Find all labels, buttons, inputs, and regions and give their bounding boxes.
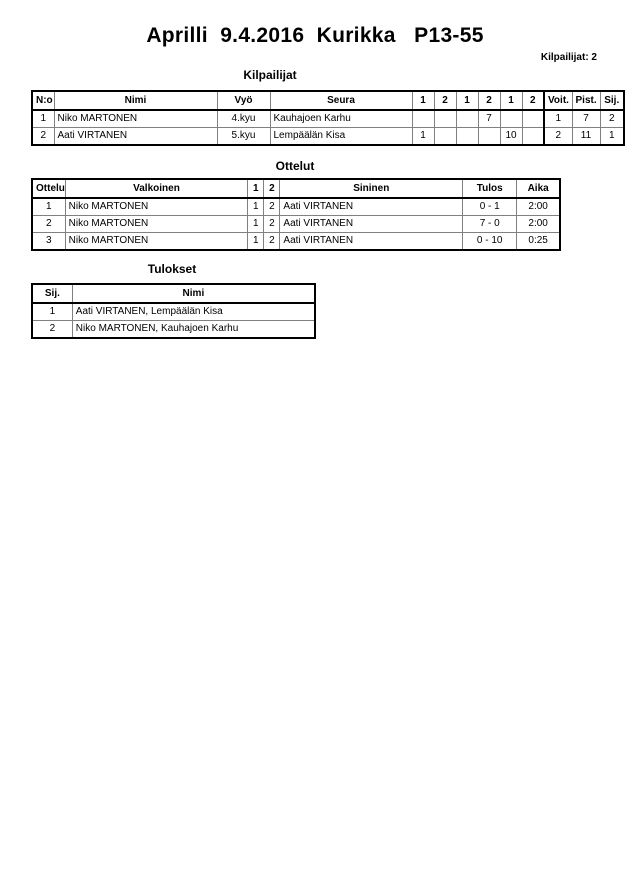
col-header-match-no: Ottelu bbox=[31, 178, 66, 199]
cell-match-1: 1 bbox=[411, 127, 435, 146]
cell-match-5 bbox=[499, 109, 523, 128]
cell-rank: 2 bbox=[31, 320, 73, 339]
matches-header-row: Ottelu Valkoinen 1 2 Sininen Tulos Aika bbox=[31, 178, 561, 199]
col-header-no: N:o bbox=[31, 90, 55, 111]
cell-white-no: 1 bbox=[247, 197, 265, 216]
table-row: 1 Aati VIRTANEN, Lempäälän Kisa bbox=[31, 302, 316, 321]
cell-match-2 bbox=[433, 127, 457, 146]
col-header-white: Valkoinen bbox=[64, 178, 249, 199]
col-header-belt: Vyö bbox=[216, 90, 271, 111]
cell-points: 11 bbox=[571, 127, 601, 146]
col-header-white-no: 1 bbox=[247, 178, 265, 199]
cell-blue-no: 2 bbox=[263, 197, 281, 216]
col-header-rank: Sij. bbox=[599, 90, 625, 111]
competitors-header-row: N:o Nimi Vyö Seura 1 2 1 2 1 2 Voit. Pis… bbox=[31, 90, 625, 111]
col-header-name: Nimi bbox=[53, 90, 218, 111]
cell-match-1 bbox=[411, 109, 435, 128]
cell-belt: 5.kyu bbox=[216, 127, 271, 146]
cell-match-4 bbox=[477, 127, 501, 146]
cell-no: 1 bbox=[31, 109, 55, 128]
cell-club: Lempäälän Kisa bbox=[269, 127, 413, 146]
cell-rank: 1 bbox=[31, 302, 73, 321]
table-row: 2 Niko MARTONEN 1 2 Aati VIRTANEN 7 - 0 … bbox=[31, 215, 561, 233]
cell-blue: Aati VIRTANEN bbox=[279, 215, 464, 233]
cell-white-no: 1 bbox=[247, 215, 265, 233]
col-header-points: Pist. bbox=[571, 90, 601, 111]
col-header-club: Seura bbox=[269, 90, 413, 111]
col-header-rank: Sij. bbox=[31, 283, 73, 304]
cell-white: Niko MARTONEN bbox=[64, 215, 249, 233]
cell-blue-no: 2 bbox=[263, 232, 281, 251]
cell-club: Kauhajoen Karhu bbox=[269, 109, 413, 128]
cell-match-no: 2 bbox=[31, 215, 66, 233]
cell-white: Niko MARTONEN bbox=[64, 232, 249, 251]
col-header-wins: Voit. bbox=[543, 90, 573, 111]
cell-name: Aati VIRTANEN bbox=[53, 127, 218, 146]
cell-result: 0 - 10 bbox=[462, 232, 518, 251]
cell-name: Niko MARTONEN, Kauhajoen Karhu bbox=[71, 320, 316, 339]
cell-rank: 1 bbox=[599, 127, 625, 146]
table-row: 1 Niko MARTONEN 4.kyu Kauhajoen Karhu 7 … bbox=[31, 109, 625, 128]
matches-heading: Ottelut bbox=[275, 159, 315, 173]
cell-blue: Aati VIRTANEN bbox=[279, 197, 464, 216]
cell-match-3 bbox=[455, 127, 479, 146]
cell-match-6 bbox=[521, 109, 545, 128]
cell-time: 2:00 bbox=[516, 215, 561, 233]
cell-match-2 bbox=[433, 109, 457, 128]
cell-wins: 1 bbox=[543, 109, 573, 128]
table-row: 2 Aati VIRTANEN 5.kyu Lempäälän Kisa 1 1… bbox=[31, 127, 625, 146]
table-row: 1 Niko MARTONEN 1 2 Aati VIRTANEN 0 - 1 … bbox=[31, 197, 561, 216]
cell-white-no: 1 bbox=[247, 232, 265, 251]
cell-wins: 2 bbox=[543, 127, 573, 146]
entrant-count-label: Kilpailijat: 2 bbox=[540, 52, 597, 63]
cell-match-3 bbox=[455, 109, 479, 128]
cell-belt: 4.kyu bbox=[216, 109, 271, 128]
page-title: Aprilli 9.4.2016 Kurikka P13-55 bbox=[146, 24, 484, 47]
cell-no: 2 bbox=[31, 127, 55, 146]
cell-match-no: 1 bbox=[31, 197, 66, 216]
results-heading: Tulokset bbox=[147, 262, 197, 276]
cell-rank: 2 bbox=[599, 109, 625, 128]
cell-name: Aati VIRTANEN, Lempäälän Kisa bbox=[71, 302, 316, 321]
cell-points: 7 bbox=[571, 109, 601, 128]
col-header-match-3: 1 bbox=[455, 90, 479, 111]
matches-table: Ottelu Valkoinen 1 2 Sininen Tulos Aika … bbox=[31, 178, 561, 251]
col-header-match-6: 2 bbox=[521, 90, 545, 111]
col-header-time: Aika bbox=[516, 178, 561, 199]
cell-match-4: 7 bbox=[477, 109, 501, 128]
col-header-blue: Sininen bbox=[279, 178, 464, 199]
competitors-heading: Kilpailijat bbox=[243, 68, 297, 82]
competitors-table: N:o Nimi Vyö Seura 1 2 1 2 1 2 Voit. Pis… bbox=[31, 90, 625, 146]
results-table: Sij. Nimi 1 Aati VIRTANEN, Lempäälän Kis… bbox=[31, 283, 316, 339]
cell-blue-no: 2 bbox=[263, 215, 281, 233]
cell-blue: Aati VIRTANEN bbox=[279, 232, 464, 251]
cell-white: Niko MARTONEN bbox=[64, 197, 249, 216]
col-header-match-4: 2 bbox=[477, 90, 501, 111]
col-header-blue-no: 2 bbox=[263, 178, 281, 199]
cell-name: Niko MARTONEN bbox=[53, 109, 218, 128]
cell-result: 0 - 1 bbox=[462, 197, 518, 216]
cell-match-no: 3 bbox=[31, 232, 66, 251]
cell-result: 7 - 0 bbox=[462, 215, 518, 233]
cell-match-6 bbox=[521, 127, 545, 146]
col-header-match-2: 2 bbox=[433, 90, 457, 111]
cell-match-5: 10 bbox=[499, 127, 523, 146]
col-header-result: Tulos bbox=[462, 178, 518, 199]
col-header-name: Nimi bbox=[71, 283, 316, 304]
col-header-match-1: 1 bbox=[411, 90, 435, 111]
results-header-row: Sij. Nimi bbox=[31, 283, 316, 304]
table-row: 2 Niko MARTONEN, Kauhajoen Karhu bbox=[31, 320, 316, 339]
table-row: 3 Niko MARTONEN 1 2 Aati VIRTANEN 0 - 10… bbox=[31, 232, 561, 251]
cell-time: 0:25 bbox=[516, 232, 561, 251]
cell-time: 2:00 bbox=[516, 197, 561, 216]
col-header-match-5: 1 bbox=[499, 90, 523, 111]
